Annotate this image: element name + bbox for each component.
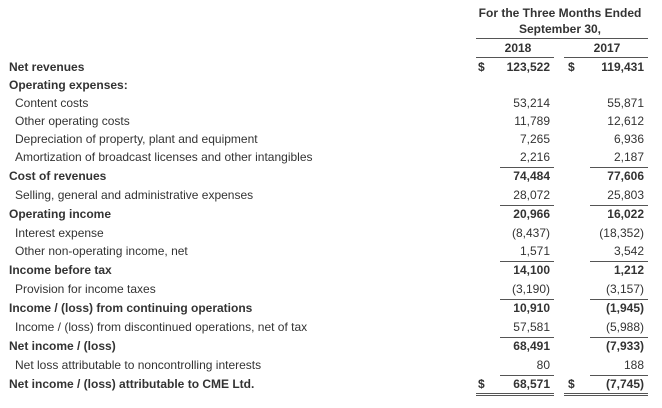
- value-2017: (3,157): [605, 282, 644, 296]
- row-label: Net income / (loss) attributable to CME …: [9, 377, 255, 391]
- row-label: Amortization of broadcast licenses and o…: [15, 150, 313, 164]
- value-2018: (3,190): [511, 282, 550, 296]
- value-2018: 14,100: [513, 263, 550, 277]
- table-row: Net income / (loss) 68,491 (7,933): [0, 337, 662, 355]
- subtotal-rule: [500, 261, 554, 262]
- currency-symbol: $: [478, 377, 485, 391]
- value-2017: 12,612: [607, 114, 644, 128]
- table-row: Operating income 20,966 16,022: [0, 205, 662, 223]
- table-row: Provision for income taxes (3,190) (3,157): [0, 280, 662, 298]
- table-row: Net revenues $ $123,522 119,431: [0, 58, 662, 76]
- subtotal-rule: [590, 167, 648, 168]
- value-2018: 11,789: [514, 114, 550, 128]
- subtotal-rule: [590, 375, 648, 376]
- row-label: Income / (loss) from discontinued operat…: [15, 320, 308, 334]
- row-label: Provision for income taxes: [15, 282, 156, 296]
- year-rule-2017: [564, 57, 648, 58]
- row-label: Cost of revenues: [9, 169, 107, 183]
- table-row: Content costs 53,214 55,871: [0, 94, 662, 112]
- value-2017: (7,745): [605, 377, 644, 391]
- row-label: Other non-operating income, net: [15, 244, 188, 258]
- row-label: Depreciation of property, plant and equi…: [15, 132, 258, 146]
- table-row: Depreciation of property, plant and equi…: [0, 130, 662, 148]
- row-label: Net revenues: [9, 60, 85, 74]
- table-row: Net income / (loss) attributable to CME …: [0, 375, 662, 393]
- table-row: Cost of revenues 74,484 77,606: [0, 167, 662, 185]
- value-2017: 25,803: [607, 188, 644, 202]
- value-2018: 53,214: [513, 96, 550, 110]
- currency-symbol: $: [568, 60, 575, 74]
- subtotal-rule: [590, 261, 648, 262]
- value-2017: (1,945): [605, 301, 644, 315]
- value-2018: 1,571: [519, 244, 550, 258]
- value-2018: 28,072: [513, 188, 550, 202]
- value-2017: 77,606: [607, 169, 644, 183]
- value-2018: 68,491: [513, 339, 550, 353]
- table-row: Other operating costs 11,789 12,612: [0, 112, 662, 130]
- subtotal-rule: [500, 337, 554, 338]
- header-year-2017: 2017: [593, 41, 621, 55]
- header-year-2018: 2018: [504, 41, 532, 55]
- row-label: Operating expenses:: [9, 78, 128, 92]
- value-2017: (18,352): [599, 226, 644, 240]
- value-2017: 55,871: [607, 96, 644, 110]
- value-2018: 74,484: [513, 169, 550, 183]
- table-row: Net loss attributable to noncontrolling …: [0, 356, 662, 374]
- table-row: Selling, general and administrative expe…: [0, 186, 662, 204]
- subtotal-rule: [500, 167, 554, 168]
- value-2017: (7,933): [605, 339, 644, 353]
- row-label: Interest expense: [15, 226, 104, 240]
- row-label: Income / (loss) from continuing operatio…: [9, 301, 253, 315]
- value-2017: 3,542: [613, 244, 644, 258]
- value-2018: 68,571: [513, 377, 550, 391]
- row-label: Content costs: [15, 96, 89, 110]
- header-rule: [476, 38, 648, 39]
- row-label: Net loss attributable to noncontrolling …: [15, 358, 262, 372]
- subtotal-rule: [500, 205, 554, 206]
- value-2017: 6,936: [613, 132, 644, 146]
- value-2018: 57,581: [513, 320, 550, 334]
- value-2018: 7,265: [519, 132, 550, 146]
- row-label: Net income / (loss): [9, 339, 116, 353]
- subtotal-rule: [590, 205, 648, 206]
- row-label: Operating income: [9, 207, 112, 221]
- table-row: Operating expenses:: [0, 76, 662, 94]
- value-2018: 80: [536, 358, 550, 372]
- value-2017: 1,212: [613, 263, 644, 277]
- value-2018: 10,910: [513, 301, 550, 315]
- table-row: Income / (loss) from continuing operatio…: [0, 299, 662, 317]
- table-row: Income before tax 14,100 1,212: [0, 261, 662, 279]
- year-rule-2018: [476, 57, 554, 58]
- subtotal-rule: [590, 337, 648, 338]
- currency-symbol: $: [568, 377, 575, 391]
- table-row: Interest expense (8,437) (18,352): [0, 224, 662, 242]
- value-2017: (5,988): [605, 320, 644, 334]
- table-row: Income / (loss) from discontinued operat…: [0, 318, 662, 336]
- subtotal-rule: [500, 375, 554, 376]
- value-2018: 123,522: [506, 60, 550, 74]
- row-label: Income before tax: [9, 263, 112, 277]
- value-2018: 2,216: [519, 150, 550, 164]
- table-row: Amortization of broadcast licenses and o…: [0, 148, 662, 166]
- subtotal-rule: [500, 299, 554, 300]
- value-2018: (8,437): [511, 226, 550, 240]
- value-2018: 20,966: [513, 207, 550, 221]
- total-double-rule: [476, 393, 554, 396]
- value-2017: 119,431: [601, 60, 644, 74]
- value-2017: 2,187: [613, 150, 644, 164]
- value-2017: 188: [623, 358, 644, 372]
- subtotal-rule: [590, 299, 648, 300]
- header-period-line1: For the Three Months Ended: [478, 6, 642, 20]
- total-double-rule: [564, 393, 648, 396]
- value-2017: 16,022: [607, 207, 644, 221]
- row-label: Other operating costs: [15, 114, 130, 128]
- header-period-line2: September 30,: [518, 22, 602, 36]
- table-row: Other non-operating income, net 1,571 3,54…: [0, 242, 662, 260]
- row-label: Selling, general and administrative expe…: [15, 188, 254, 202]
- currency-symbol: $: [478, 60, 485, 74]
